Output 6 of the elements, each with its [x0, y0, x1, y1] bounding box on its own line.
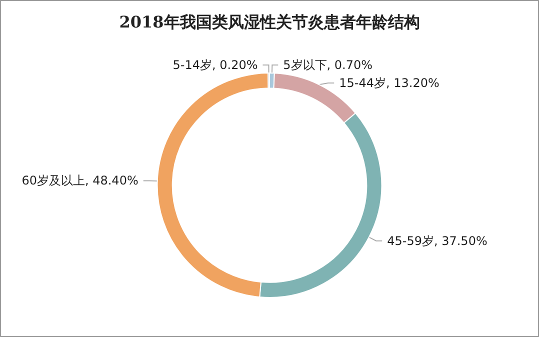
slice-label: 5岁以下, 0.70% [283, 58, 373, 72]
slice-label: 60岁及以上, 48.40% [22, 174, 138, 188]
chart-title: 2018年我国类风湿性关节炎患者年龄结构 [119, 12, 420, 32]
slice-label: 5-14岁, 0.20% [172, 58, 258, 72]
slice-label: 45-59岁, 37.50% [387, 234, 488, 248]
slice-label: 15-44岁, 13.20% [339, 76, 440, 90]
